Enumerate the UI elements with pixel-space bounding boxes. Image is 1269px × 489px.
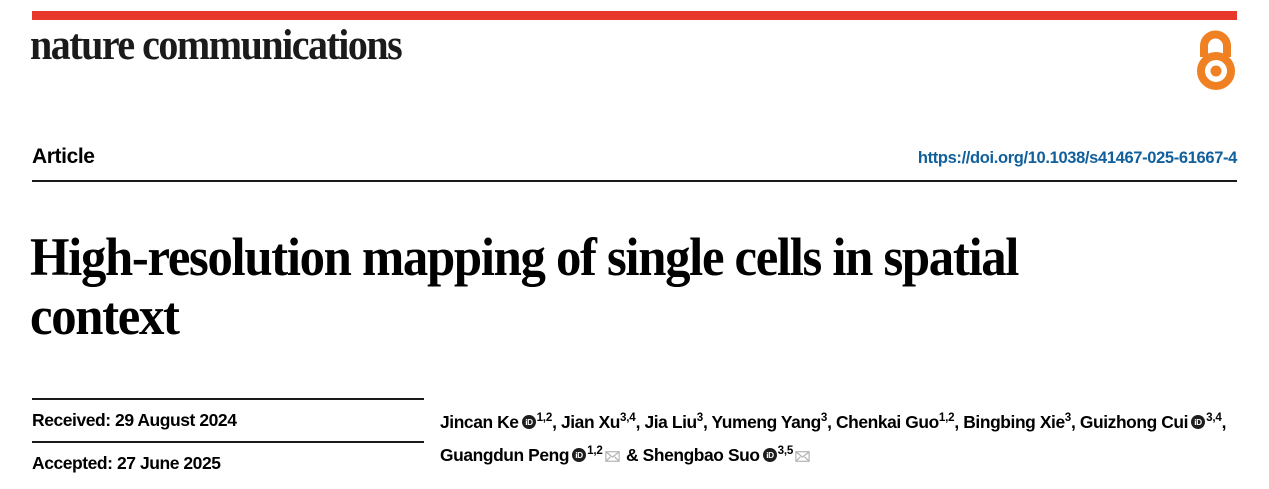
svg-text:iD: iD [1194, 417, 1202, 427]
author-separator: , [1071, 412, 1080, 432]
author-entry: Jincan Ke iD 1,2, [440, 412, 561, 432]
kicker-divider [32, 180, 1237, 182]
author-separator: , [827, 412, 836, 432]
author-separator: , [552, 412, 561, 432]
received-date: Received: 29 August 2024 [32, 410, 237, 430]
author-entry: Yumeng Yang3, [712, 412, 836, 432]
dates-column: Received: 29 August 2024 Accepted: 27 Ju… [32, 398, 424, 483]
author-entry: Shengbao Suo iD 3,5 [643, 445, 812, 465]
author-separator: , [1221, 412, 1227, 432]
author-affiliation-marker: 3,5 [777, 444, 794, 458]
author-separator: , [635, 412, 645, 432]
dates-middle-divider [32, 440, 424, 443]
author-entry: Guizhong Cui iD 3,4, [1079, 411, 1227, 432]
masthead-red-rule [32, 11, 1237, 20]
orcid-icon[interactable]: iD [519, 412, 537, 432]
author-name: Guangdun Peng [440, 445, 570, 465]
author-entry: Chenkai Guo1,2, [836, 412, 963, 432]
orcid-icon[interactable]: iD [760, 445, 778, 465]
doi-link[interactable]: https://doi.org/10.1038/s41467-025-61667… [917, 149, 1237, 167]
author-entry: Jian Xu3,4, [561, 412, 644, 432]
kicker-row: Article https://doi.org/10.1038/s41467-0… [32, 146, 1237, 174]
author-separator: , [702, 412, 712, 432]
author-affiliation-marker: 3,4 [1206, 411, 1222, 425]
corresponding-author-email-icon[interactable] [793, 445, 812, 465]
author-name: Shengbao Suo [642, 445, 760, 465]
author-separator: & [621, 445, 643, 465]
author-entry: Jia Liu3, [644, 412, 711, 432]
author-entry: Guangdun Peng iD 1,2 & [440, 445, 643, 465]
author-name: Jincan Ke [440, 412, 519, 432]
author-name: Bingbing Xie [963, 412, 1065, 432]
orcid-icon[interactable]: iD [569, 445, 587, 465]
author-affiliation-marker: 1,2 [536, 411, 553, 425]
orcid-icon[interactable]: iD [1188, 412, 1206, 432]
author-name: Yumeng Yang [711, 412, 822, 432]
author-name: Chenkai Guo [836, 412, 939, 432]
author-affiliation-marker: 1,2 [587, 444, 603, 458]
svg-text:iD: iD [575, 450, 583, 460]
author-affiliation-marker: 3 [1064, 411, 1071, 425]
author-name: Jia Liu [644, 412, 697, 432]
author-name: Jian Xu [560, 412, 621, 432]
author-affiliation-marker: 3 [696, 411, 703, 425]
author-name: Guizhong Cui [1079, 412, 1189, 432]
author-entry: Bingbing Xie3, [963, 412, 1080, 432]
author-separator: , [954, 412, 964, 432]
open-access-icon [1193, 30, 1239, 90]
article-type-label: Article [32, 145, 95, 168]
svg-text:iD: iD [525, 417, 533, 427]
author-affiliation-marker: 1,2 [938, 411, 955, 425]
author-list: Jincan Ke iD 1,2, Jian Xu3,4, Jia Liu3, Yu… [440, 406, 1240, 472]
corresponding-author-email-icon[interactable] [603, 445, 622, 465]
accepted-date: Accepted: 27 June 2025 [32, 452, 221, 473]
dates-top-divider [32, 398, 424, 400]
author-affiliation-marker: 3 [820, 411, 828, 425]
page-title: High-resolution mapping of single cells … [30, 227, 1019, 347]
journal-masthead: nature communications [30, 22, 403, 69]
author-affiliation-marker: 3,4 [620, 411, 636, 425]
svg-text:iD: iD [766, 450, 774, 460]
